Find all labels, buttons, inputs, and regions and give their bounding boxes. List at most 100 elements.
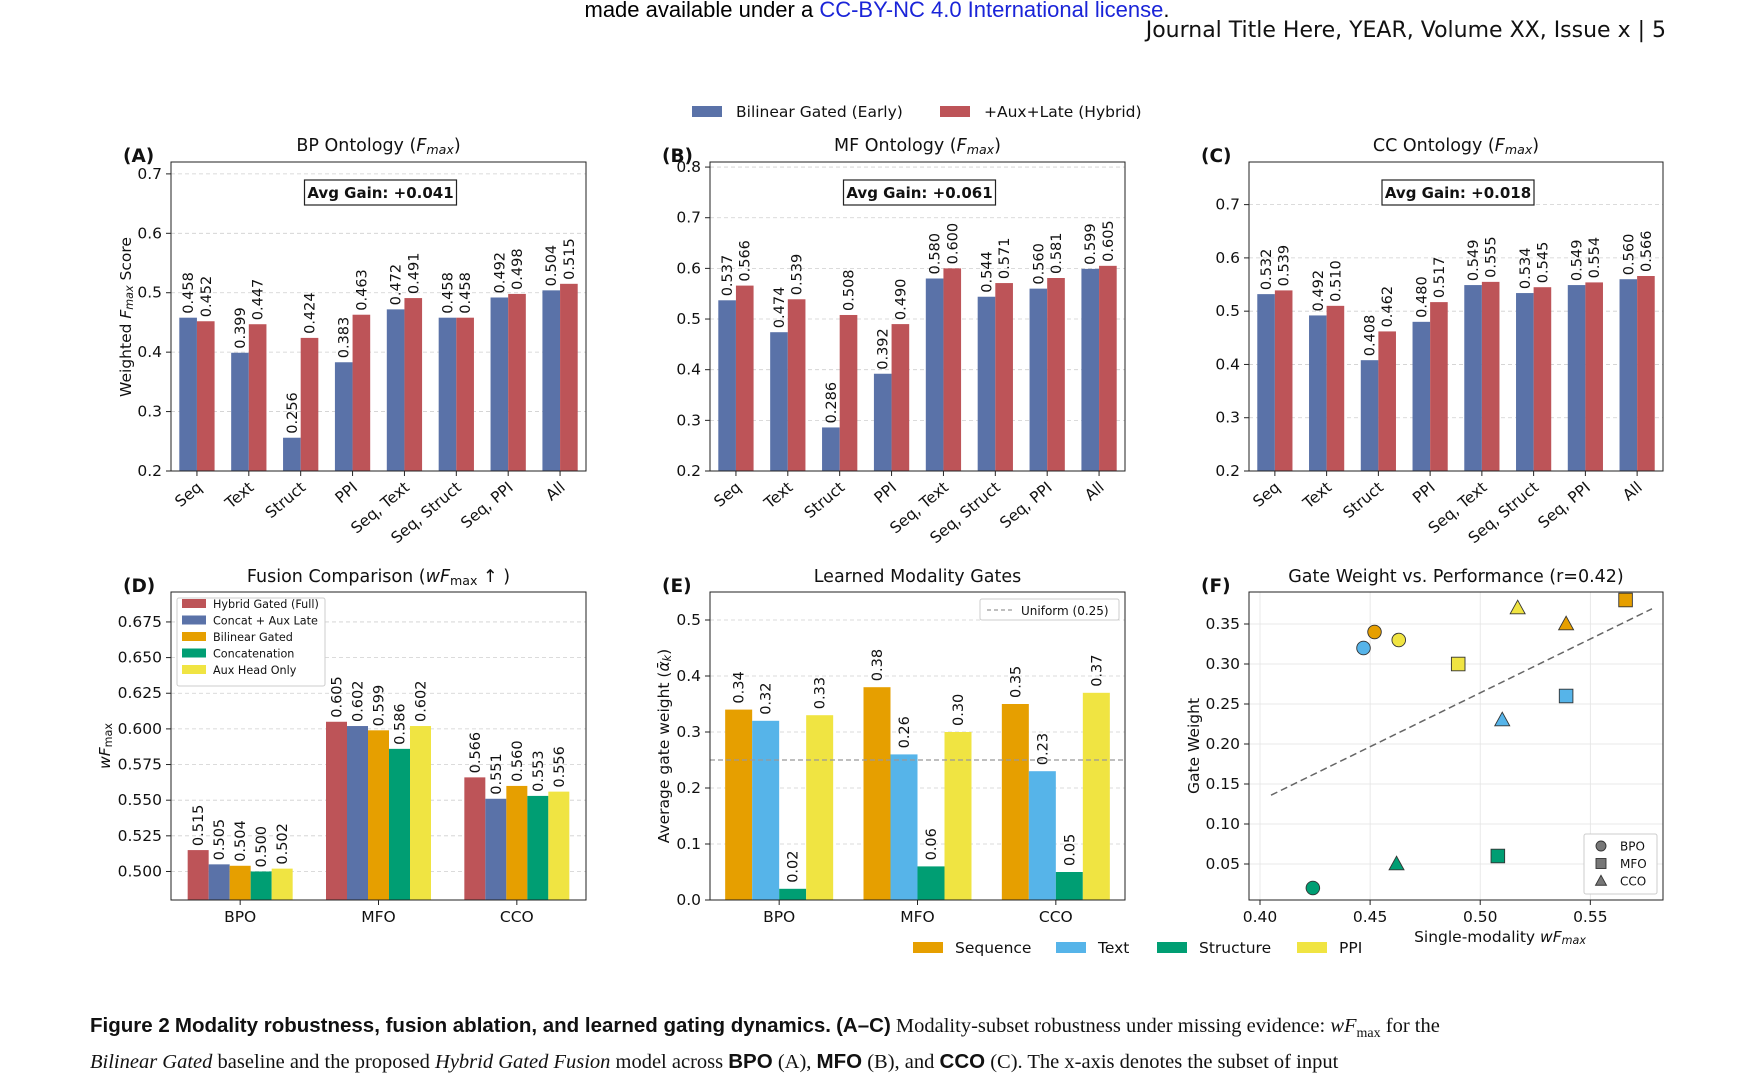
y-tick-label: 0.3	[676, 411, 701, 429]
bar	[456, 317, 474, 471]
bar	[735, 285, 754, 471]
bar-label: 0.581	[1049, 232, 1065, 274]
bar	[787, 299, 806, 471]
bar	[1378, 331, 1396, 471]
x-tick-label: 0.50	[1463, 908, 1498, 926]
bar	[347, 726, 368, 900]
caption-metric: wF	[1330, 1015, 1357, 1037]
bar-label: 0.549	[1570, 240, 1586, 282]
bar-label: 0.605	[330, 676, 346, 718]
caption-panels: (A–C)	[836, 1014, 891, 1037]
bar	[995, 283, 1013, 471]
bar-label: 0.544	[979, 251, 995, 293]
y-tick-label: 0.600	[118, 720, 162, 738]
bar-label: 0.37	[1089, 655, 1105, 687]
y-tick-label: 0.6	[137, 224, 162, 242]
scatter-point	[1490, 848, 1506, 864]
bar-label: 0.508	[842, 269, 858, 311]
x-tick-label: Seq, PPI	[996, 478, 1055, 532]
bar-label: 0.23	[1035, 733, 1051, 765]
bar	[718, 300, 736, 471]
plot-frame	[1248, 591, 1664, 901]
scatter-point	[1450, 656, 1466, 672]
y-tick-label: 0.35	[1205, 615, 1240, 633]
bar	[1464, 285, 1482, 471]
caption-mfo: MFO	[816, 1050, 863, 1074]
bar	[890, 754, 918, 900]
panel-label: (E)	[662, 576, 692, 597]
legend-label: Bilinear Gated (Early)	[736, 103, 903, 121]
bar	[542, 290, 561, 471]
scatter-point	[1558, 688, 1574, 704]
chart-title: Learned Modality Gates	[814, 567, 1022, 587]
caption-text-2: for the	[1380, 1015, 1440, 1037]
license-link[interactable]: CC-BY-NC 4.0 International license	[819, 0, 1164, 22]
x-tick-label: Text	[221, 478, 257, 513]
x-tick-label: 0.55	[1573, 908, 1608, 926]
bar-label: 0.32	[759, 683, 775, 715]
panel-a: 0.20.30.40.50.60.70.458 0.452Seq0.3990.44…	[117, 136, 587, 547]
bar-label: 0.462	[1380, 286, 1396, 328]
y-tick-label: 0.30	[1205, 655, 1240, 673]
caption-text-1: Modality-subset robustness under missing…	[895, 1015, 1331, 1037]
bar-label: 0.532	[1259, 249, 1275, 291]
bar-label: 0.492	[492, 252, 508, 294]
legend-label: Uniform (0.25)	[1021, 604, 1109, 618]
bar	[770, 332, 788, 471]
bar-label: 0.424	[303, 292, 319, 334]
panel-b: 0.20.30.40.50.60.70.80.537 0.566Seq0.4740…	[662, 136, 1126, 547]
scatter-point	[1494, 711, 1511, 727]
bar-label: 0.571	[997, 238, 1013, 280]
legend-swatch	[182, 615, 206, 625]
bar	[352, 314, 371, 471]
scatter-point	[1305, 880, 1321, 896]
caption-metric-sub: max	[1356, 1026, 1381, 1042]
license-notice-prefix: made available under a	[584, 0, 820, 22]
y-tick-label: 0.2	[676, 779, 701, 797]
bar	[560, 283, 578, 471]
bar-label: 0.560	[1621, 234, 1637, 276]
bar-label: 0.566	[1639, 230, 1655, 272]
bar-label: 0.549	[1466, 240, 1482, 282]
legend-swatch	[182, 632, 206, 641]
x-tick-label: CCO	[1039, 908, 1073, 926]
bar-label: 0.515	[562, 238, 578, 280]
scatter-point	[1356, 640, 1371, 656]
y-tick-label: 0.3	[137, 403, 162, 421]
bar	[404, 298, 423, 471]
bar	[925, 278, 944, 471]
bar	[1029, 288, 1048, 471]
y-tick-label: 0.5	[676, 310, 701, 328]
bar-label: 0.539	[1277, 245, 1293, 287]
bar	[508, 293, 526, 471]
gain-badge	[842, 179, 997, 206]
bar	[977, 296, 996, 471]
bar-label: 0.26	[897, 716, 913, 748]
bar	[891, 324, 910, 471]
bar-label: 0.452	[199, 276, 215, 318]
bar	[1481, 281, 1500, 471]
bar-label: 0.474	[772, 287, 788, 329]
legend-label: Hybrid Gated (Full)	[213, 598, 319, 611]
x-tick-label: MFO	[900, 908, 935, 926]
panel-label: (F)	[1201, 576, 1231, 597]
figure-2: Bilinear Gated (Early) +Aux+Late (Hybrid)…	[96, 103, 1664, 957]
legend-swatch	[182, 648, 206, 658]
bar-label: 0.05	[1062, 834, 1078, 866]
bar-label: 0.500	[254, 826, 270, 868]
y-tick-label: 0.7	[137, 165, 162, 183]
caption-bpo: BPO	[728, 1050, 773, 1074]
bar-label: 0.02	[786, 851, 802, 883]
x-tick-label: Seq	[711, 478, 745, 511]
legend-label: +Aux+Late (Hybrid)	[984, 103, 1142, 121]
y-tick-label: 0.15	[1205, 775, 1240, 793]
chart-legend: Hybrid Gated (Full) Concat + Aux Late Bili…	[176, 597, 326, 687]
y-tick-label: 0.2	[676, 462, 701, 480]
bottom-legend: Sequence Text Structure PPI	[913, 939, 1362, 957]
bar-label: 0.560	[1031, 243, 1047, 285]
chart-title: Fusion Comparison (wFmax ↑ )	[247, 567, 510, 588]
trend-line	[1270, 608, 1653, 796]
y-tick-label: 0.3	[1215, 409, 1240, 427]
bar-label: 0.392	[876, 328, 892, 370]
legend-marker	[1595, 840, 1607, 852]
